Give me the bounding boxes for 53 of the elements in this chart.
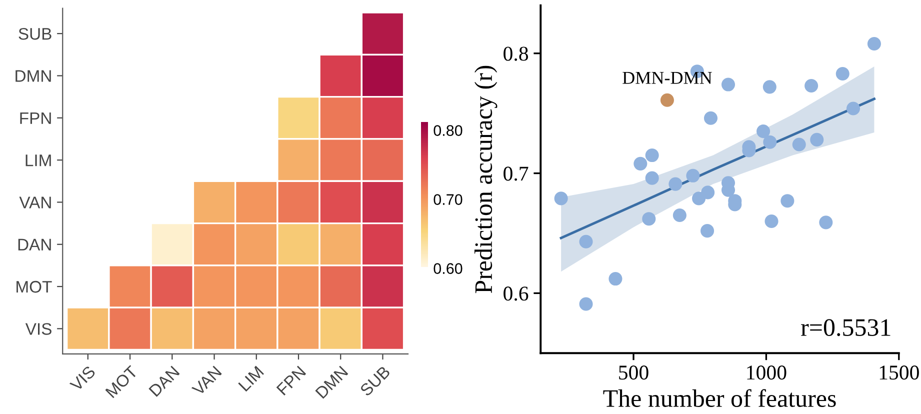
point: [634, 156, 648, 170]
point: [645, 171, 659, 185]
point: [780, 194, 794, 208]
y-axis-title: Prediction accuracy (r): [474, 66, 498, 294]
series-label: DMN-DMN: [622, 72, 712, 84]
point: [810, 132, 824, 146]
x-axis-title: The number of features: [603, 389, 836, 407]
point: [642, 212, 656, 226]
point: [721, 78, 736, 92]
y-tick-label: MOT: [16, 280, 52, 293]
annotation: r=0.5531: [801, 319, 890, 336]
point: [764, 214, 778, 228]
point: [608, 272, 622, 286]
y-tick-label: DMN: [16, 70, 51, 82]
point: [672, 208, 686, 222]
point: [660, 93, 674, 107]
point: [819, 216, 833, 230]
point: [846, 102, 860, 116]
point: [756, 124, 770, 138]
x-tick-label: LIM: [238, 366, 264, 392]
y-tick-label: 0.7: [504, 166, 528, 181]
line-series: [560, 98, 876, 240]
color-bar-label: 0.70: [434, 194, 462, 205]
point: [762, 80, 776, 94]
point: [554, 192, 568, 206]
point: [804, 78, 818, 92]
color-bar-label: 0.80: [434, 125, 462, 136]
point: [686, 168, 700, 182]
x-tick-label: VIS: [69, 365, 96, 392]
y-tick-label: FPN: [20, 112, 51, 124]
point: [792, 138, 806, 152]
point: [836, 66, 850, 81]
x-tick-label: 1000: [747, 366, 786, 380]
y-tick-label: DAN: [18, 238, 51, 250]
y-tick-label: SUB: [18, 28, 52, 40]
point: [700, 224, 714, 238]
y-tick-label: 0.6: [504, 286, 528, 301]
y-tick-label: 0.8: [504, 46, 528, 61]
point: [668, 177, 682, 191]
point: [579, 297, 593, 311]
color-bar-label: 0.60: [434, 263, 462, 274]
x-tick-label: VAN: [191, 366, 222, 396]
point: [867, 36, 881, 51]
x-tick-label: 500: [619, 366, 648, 380]
y-tick-label: LIM: [26, 154, 51, 166]
point: [701, 186, 715, 200]
point: [645, 148, 659, 162]
y-tick-label: VAN: [19, 196, 51, 208]
point: [579, 234, 593, 248]
point: [763, 135, 777, 149]
x-tick-label: 1500: [880, 366, 919, 380]
y-tick-label: VIS: [25, 323, 52, 335]
point: [704, 111, 718, 125]
